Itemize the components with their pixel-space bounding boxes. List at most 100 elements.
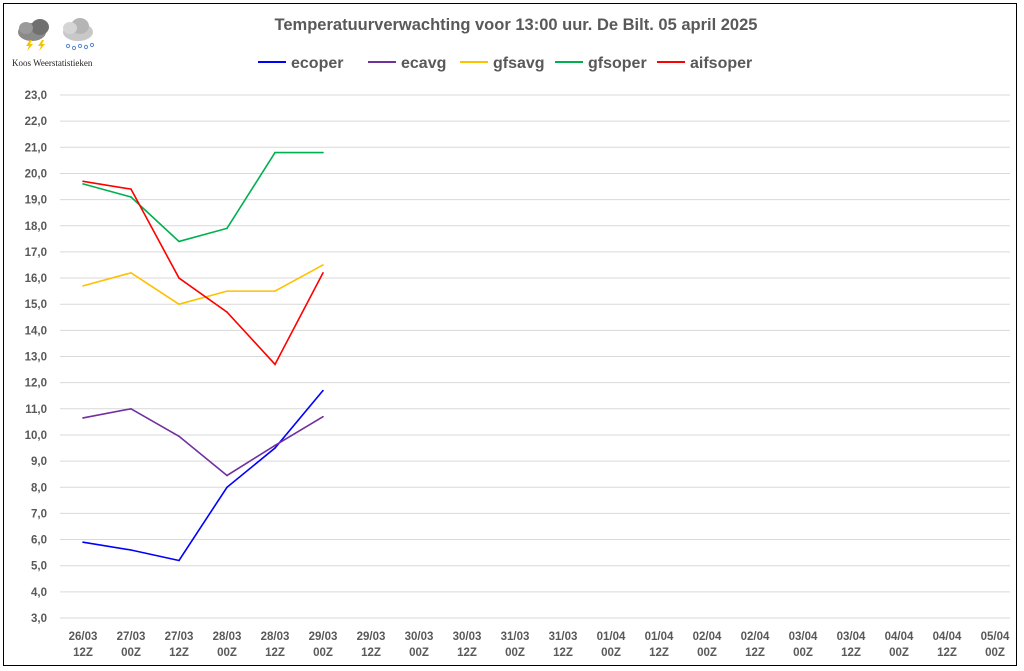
y-tick-label: 18,0 (25, 221, 47, 233)
x-tick-label: 04/04 (885, 631, 914, 643)
data-point-aifsoper (130, 188, 132, 190)
x-tick-label: 00Z (313, 647, 333, 659)
x-tick-label: 03/04 (789, 631, 818, 643)
data-point-ecoper (226, 486, 228, 489)
legend-label: aifsoper (690, 55, 752, 72)
x-tick-label: 12Z (841, 647, 861, 659)
series-line-aifsoper (82, 180, 324, 366)
y-tick-label: 3,0 (31, 613, 47, 625)
data-point-gfsoper (178, 240, 180, 243)
data-point-ecavg (322, 415, 324, 418)
logo-text: Koos Weerstatistieken (12, 58, 93, 68)
y-tick-label: 4,0 (31, 587, 47, 599)
x-tick-label: 02/04 (693, 631, 722, 643)
x-tick-label: 27/03 (165, 631, 194, 643)
y-tick-label: 8,0 (31, 482, 47, 494)
y-tick-label: 11,0 (25, 404, 47, 416)
series-line-ecoper (82, 389, 324, 562)
y-tick-label: 12,0 (25, 378, 47, 390)
x-tick-label: 05/04 (981, 631, 1010, 643)
x-tick-label: 04/04 (933, 631, 962, 643)
x-tick-label: 12Z (553, 647, 573, 659)
data-point-aifsoper (178, 277, 180, 279)
y-tick-label: 21,0 (25, 142, 47, 154)
legend-label: ecavg (401, 55, 446, 72)
x-tick-label: 12Z (649, 647, 669, 659)
series-line-ecavg (82, 407, 324, 477)
x-tick-label: 27/03 (117, 631, 146, 643)
data-point-gfsavg (274, 290, 276, 292)
x-tick-label: 00Z (889, 647, 909, 659)
y-tick-label: 7,0 (31, 508, 47, 520)
x-tick-label: 12Z (265, 647, 285, 659)
y-tick-label: 6,0 (31, 535, 47, 547)
x-tick-label: 00Z (409, 647, 429, 659)
y-tick-label: 17,0 (25, 247, 47, 259)
x-tick-label: 00Z (793, 647, 813, 659)
data-point-ecoper (82, 541, 84, 543)
x-tick-label: 31/03 (549, 631, 578, 643)
data-point-gfsavg (82, 285, 84, 287)
weather-logo-icons (18, 18, 95, 51)
x-tick-label: 02/04 (741, 631, 770, 643)
data-point-gfsavg (226, 290, 228, 292)
legend-label: gfsoper (588, 55, 647, 72)
y-tick-label: 10,0 (25, 430, 47, 442)
data-point-gfsavg (322, 264, 324, 266)
snow-cloud-icon (63, 18, 95, 51)
x-tick-label: 00Z (601, 647, 621, 659)
data-point-aifsoper (82, 180, 84, 183)
data-point-ecoper (274, 447, 276, 449)
data-point-gfsavg (178, 303, 180, 306)
x-tick-label: 30/03 (453, 631, 482, 643)
x-tick-label: 12Z (457, 647, 477, 659)
chart-title: Temperatuurverwachting voor 13:00 uur. D… (275, 16, 758, 34)
y-tick-label: 15,0 (25, 299, 47, 311)
y-tick-label: 23,0 (25, 90, 47, 102)
legend-label: ecoper (291, 55, 343, 72)
y-tick-label: 19,0 (25, 195, 47, 207)
data-point-gfsoper (82, 183, 84, 185)
x-tick-label: 01/04 (597, 631, 626, 643)
x-tick-label: 00Z (505, 647, 525, 659)
data-point-gfsoper (274, 151, 276, 154)
x-tick-label: 00Z (121, 647, 141, 659)
data-point-ecoper (322, 389, 324, 392)
data-point-ecoper (130, 549, 132, 551)
x-tick-label: 28/03 (213, 631, 242, 643)
data-point-ecavg (130, 408, 132, 410)
y-tick-label: 5,0 (31, 561, 47, 573)
data-point-gfsavg (130, 272, 132, 274)
y-tick-label: 13,0 (25, 352, 47, 364)
x-tick-label: 03/04 (837, 631, 866, 643)
data-point-aifsoper (226, 311, 228, 313)
data-point-gfsoper (322, 151, 324, 154)
y-tick-label: 20,0 (25, 168, 47, 180)
y-tick-label: 22,0 (25, 116, 47, 128)
x-tick-label: 31/03 (501, 631, 530, 643)
x-tick-label: 28/03 (261, 631, 290, 643)
thunderstorm-cloud-icon (18, 19, 49, 51)
x-tick-label: 12Z (937, 647, 957, 659)
data-point-ecoper (178, 559, 180, 562)
chart-frame (3, 3, 1017, 666)
x-tick-label: 26/03 (69, 631, 98, 643)
data-point-ecavg (82, 417, 84, 419)
data-point-ecavg (274, 444, 276, 447)
y-tick-label: 9,0 (31, 456, 47, 468)
x-tick-label: 00Z (697, 647, 717, 659)
x-tick-label: 29/03 (357, 631, 386, 643)
x-tick-label: 00Z (217, 647, 237, 659)
legend-label: gfsavg (493, 55, 545, 72)
data-point-aifsoper (322, 272, 324, 274)
data-point-ecavg (226, 474, 228, 477)
series-line-gfsavg (82, 264, 324, 306)
x-tick-label: 30/03 (405, 631, 434, 643)
x-tick-label: 12Z (745, 647, 765, 659)
x-tick-label: 00Z (985, 647, 1005, 659)
x-tick-label: 12Z (169, 647, 189, 659)
data-point-gfsoper (226, 227, 228, 230)
x-tick-label: 29/03 (309, 631, 338, 643)
x-tick-label: 01/04 (645, 631, 674, 643)
